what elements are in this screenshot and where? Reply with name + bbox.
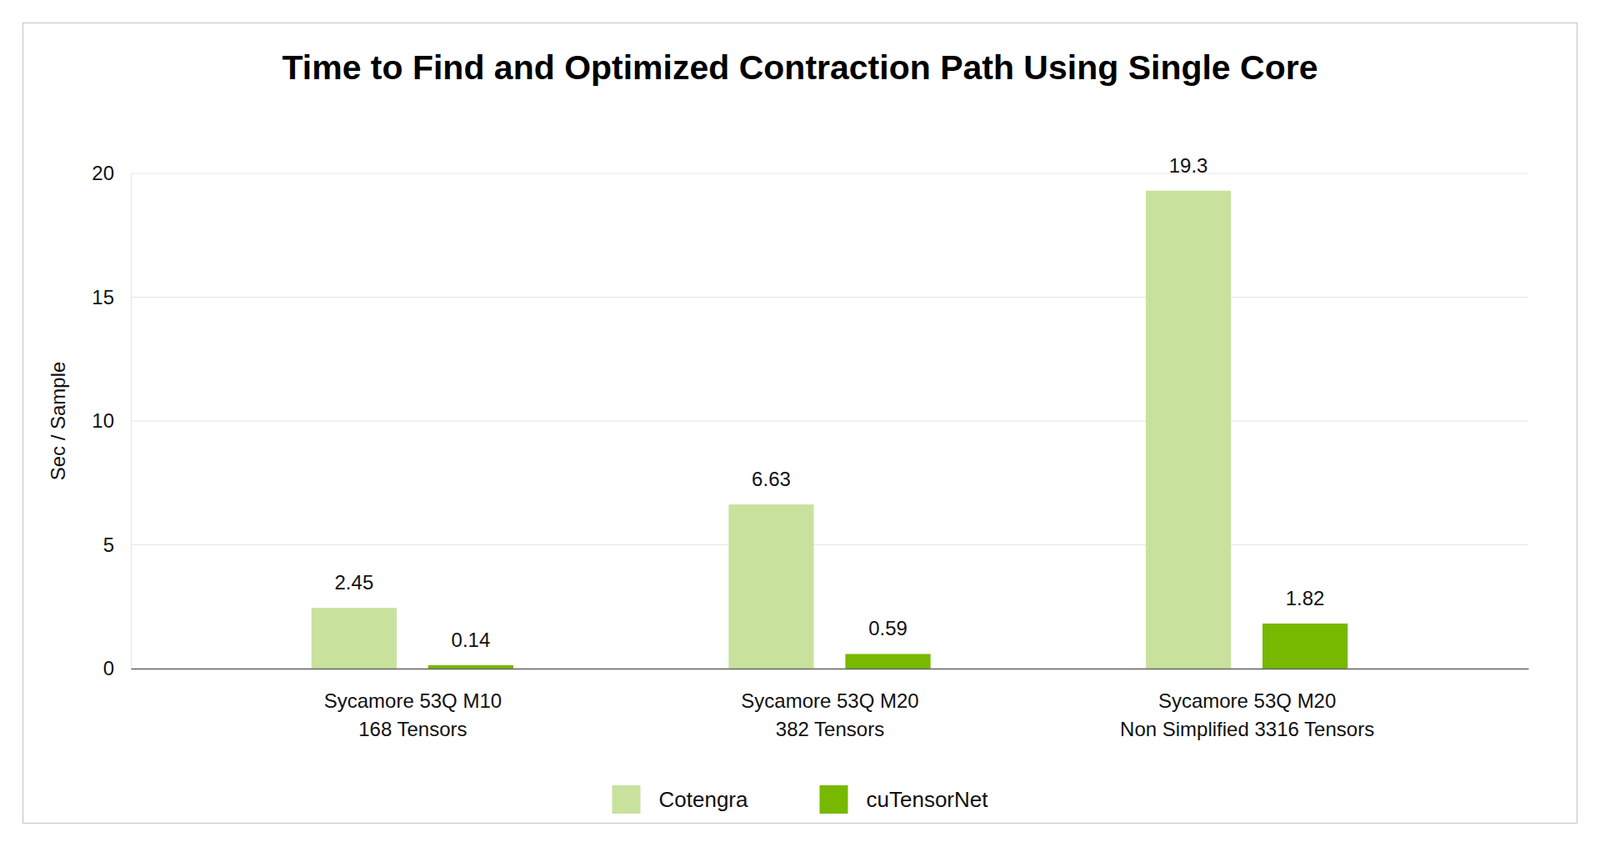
x-tick-label: Sycamore 53Q M20 Non Simplified 3316 Tens…: [1120, 689, 1375, 740]
y-tick-label: 0: [103, 656, 115, 680]
bar: [1262, 623, 1348, 669]
grid-line: [130, 296, 1529, 298]
legend: Cotengra cuTensorNet: [612, 785, 990, 814]
y-tick: 0: [103, 656, 131, 680]
y-tick: 20: [91, 161, 131, 185]
data-labels: 2.45 6.63 19.3 0.14 0.59 1.82: [335, 154, 1325, 651]
x-tick: Sycamore 53Q M20 Non Simplified 3316 Tens…: [1120, 668, 1375, 740]
y-axis: 0 5 10 15 20: [91, 161, 131, 680]
x-tick-label-line: Sycamore 53Q M20: [740, 689, 919, 712]
data-label: 19.3: [1169, 154, 1209, 177]
grid: [130, 173, 1529, 669]
legend-label: Cotengra: [659, 786, 749, 812]
chart: Time to Find and Optimized Contraction P…: [0, 0, 1600, 847]
x-tick-label: Sycamore 53Q M10 168 Tensors: [324, 689, 502, 740]
data-label: 0.59: [868, 616, 908, 640]
title: Time to Find and Optimized Contraction P…: [282, 48, 1319, 87]
data-label: 0.14: [451, 628, 491, 651]
y-tick: 10: [91, 409, 131, 432]
bar: [311, 607, 397, 669]
legend-swatch: [820, 785, 849, 814]
y-tick-label: 20: [91, 161, 115, 185]
x-axis: Sycamore 53Q M10168 TensorsSycamore 53Q …: [131, 668, 1530, 740]
bar: [728, 504, 814, 669]
bar: [845, 653, 930, 669]
background: [0, 0, 1600, 847]
x-axis-line: [131, 668, 1530, 670]
legend-label: cuTensorNet: [866, 786, 990, 812]
y-tick: 5: [103, 533, 131, 556]
y-tick-label: 15: [91, 285, 115, 309]
bars: [311, 190, 1348, 669]
x-tick-label-line: Sycamore 53Q M20: [1158, 689, 1336, 712]
legend-item: Cotengra: [612, 785, 749, 814]
x-tick-label-line: 382 Tensors: [775, 717, 885, 740]
grid-line: [130, 544, 1529, 545]
grid-line: [130, 420, 1529, 421]
bar: [428, 665, 514, 669]
x-tick-label: Sycamore 53Q M20 382 Tensors: [740, 689, 919, 740]
y-axis-line: [130, 174, 132, 670]
legend-item: cuTensorNet: [820, 785, 990, 814]
x-tick-label-line: 168 Tensors: [358, 717, 467, 740]
y-axis-title: Sec / Sample: [46, 361, 70, 481]
legend-swatch: [612, 785, 641, 814]
data-label: 1.82: [1285, 586, 1325, 610]
x-tick-label-line: Sycamore 53Q M10: [324, 689, 502, 712]
data-label: 6.63: [751, 467, 791, 490]
x-tick: Sycamore 53Q M10 168 Tensors: [324, 668, 502, 740]
y-tick-label: 10: [91, 409, 115, 432]
x-tick: Sycamore 53Q M20 382 Tensors: [740, 668, 919, 740]
y-tick-label: 5: [103, 533, 115, 556]
data-label: 2.45: [335, 570, 375, 594]
x-tick-label-line: Non Simplified 3316 Tensors: [1120, 717, 1375, 740]
y-tick: 15: [91, 285, 131, 309]
bar: [1145, 190, 1231, 669]
frame: [23, 23, 1578, 824]
grid-line: [130, 172, 1529, 174]
